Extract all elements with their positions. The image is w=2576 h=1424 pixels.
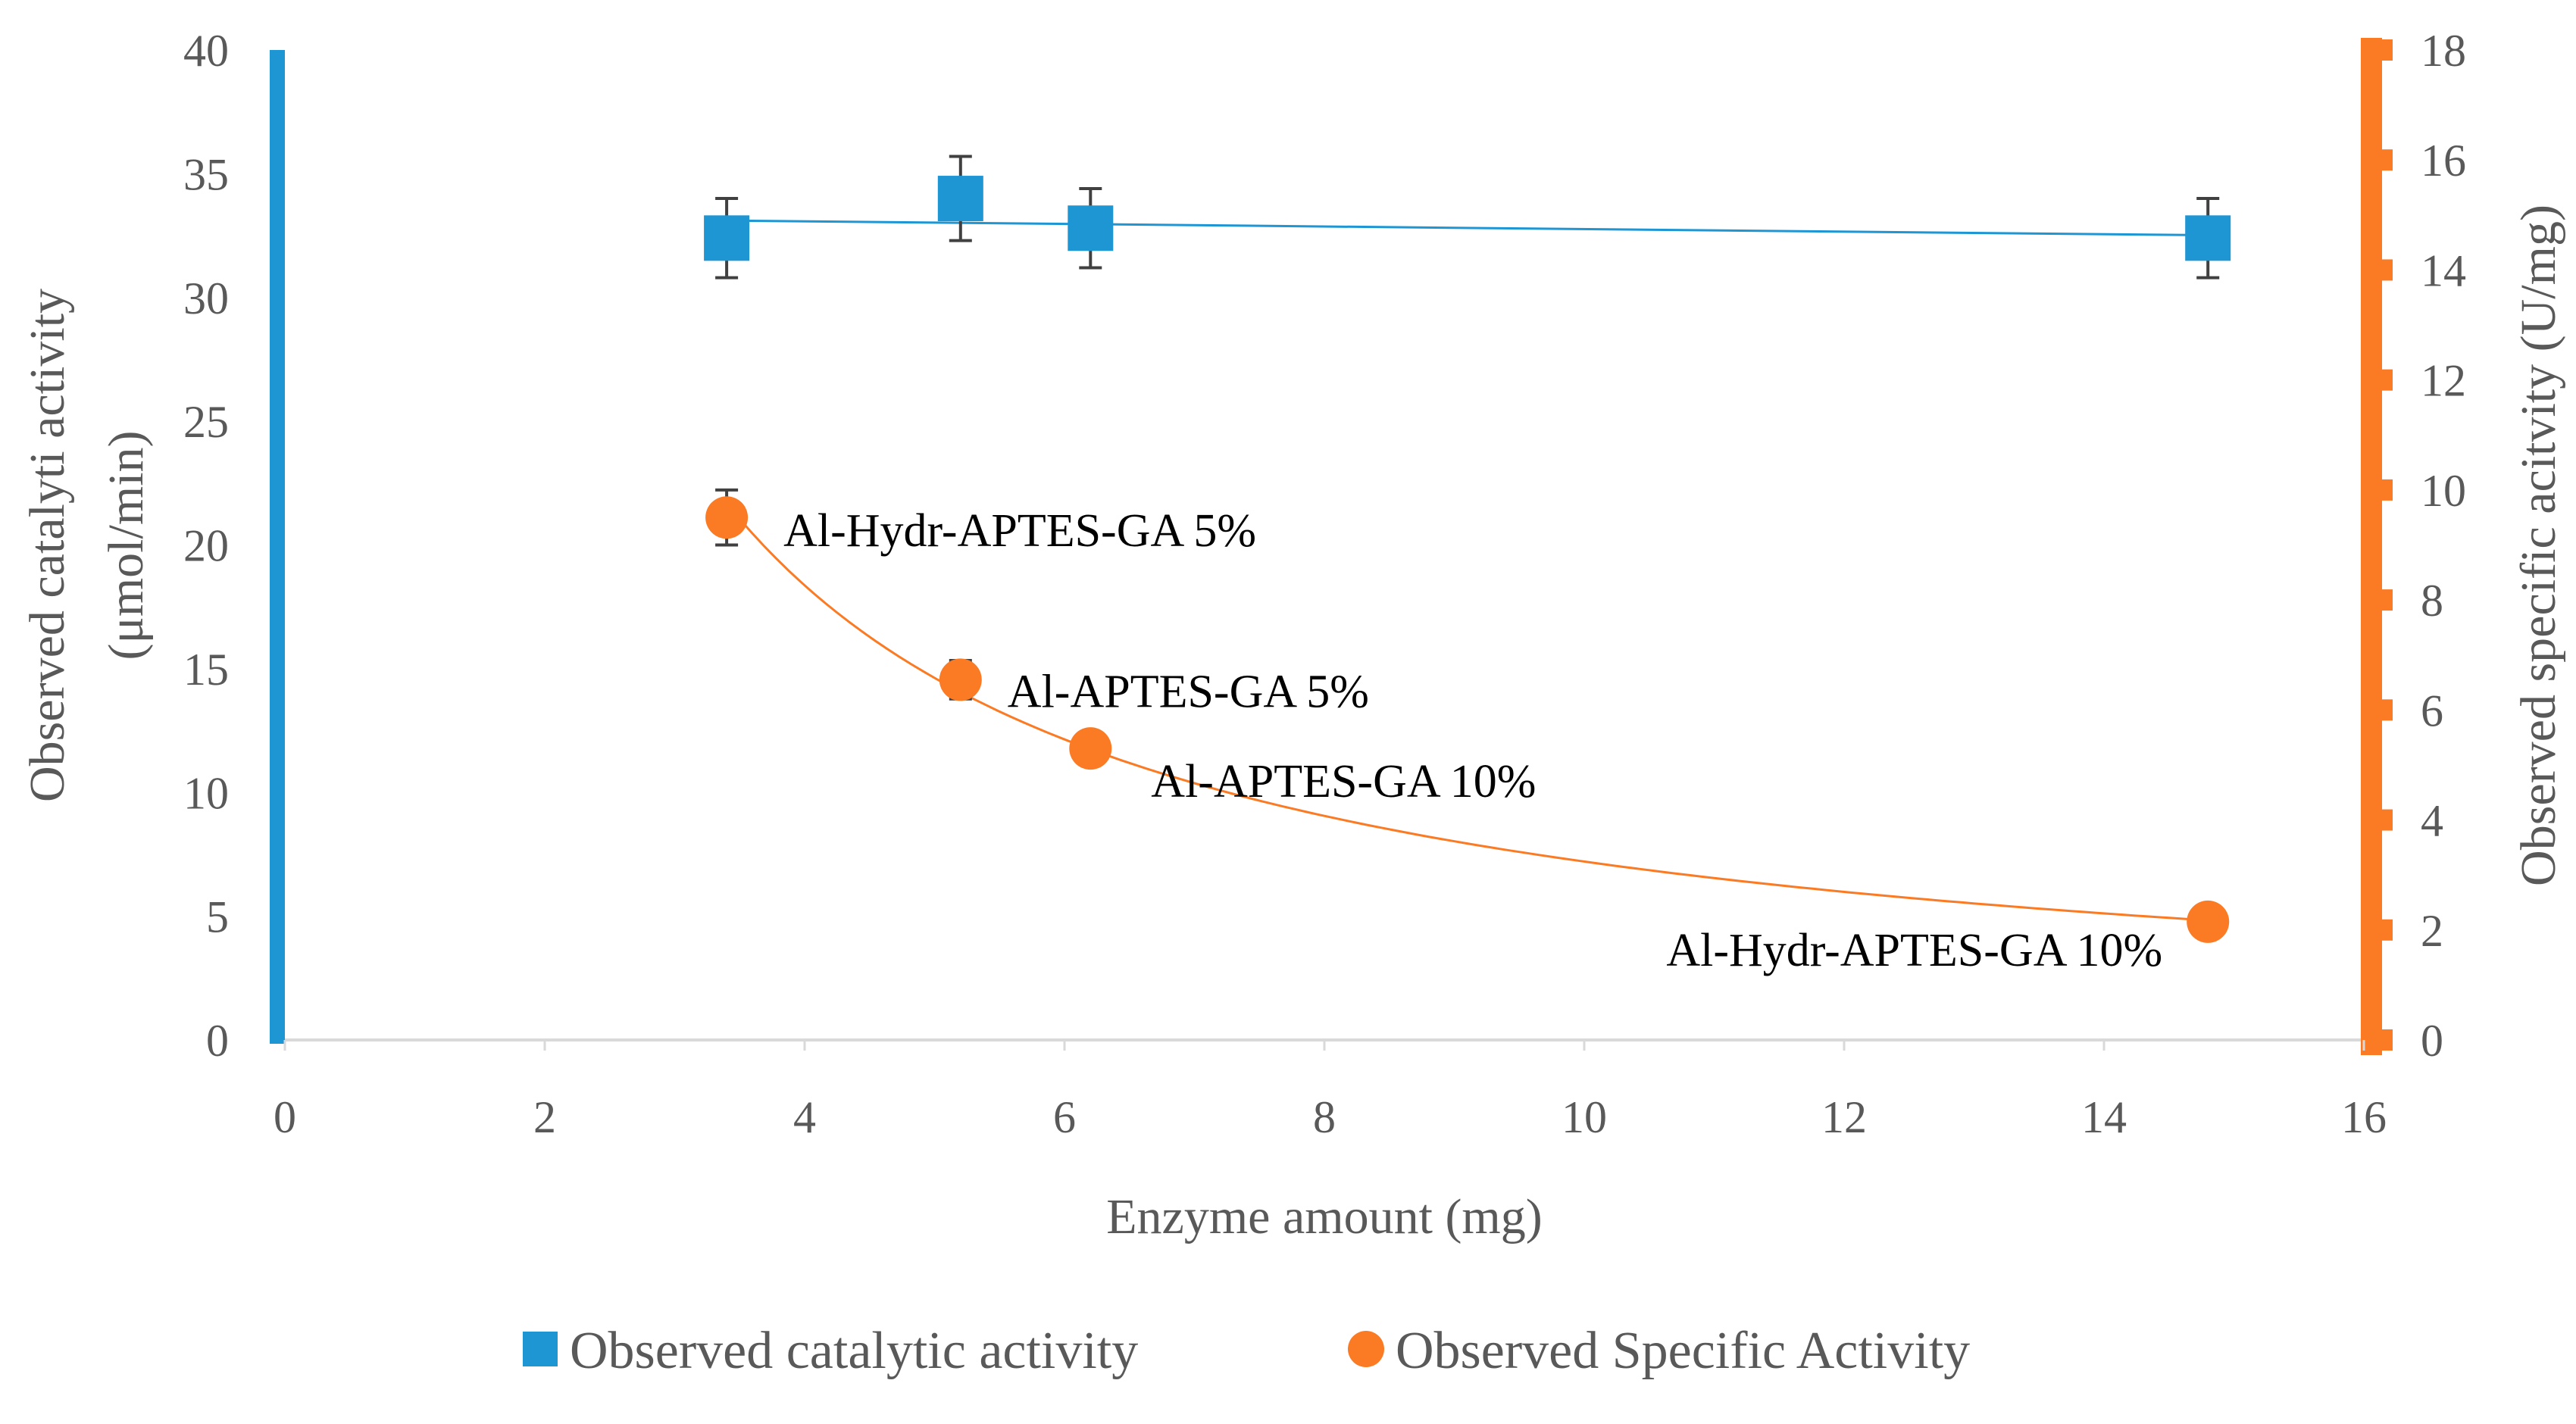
specific-point xyxy=(705,496,749,539)
y-left-axis-title: Observed catalyti activity xyxy=(20,289,75,802)
x-tick-label: 4 xyxy=(793,1092,816,1142)
catalytic-point xyxy=(937,176,983,222)
y-left-tick-label: 5 xyxy=(206,892,229,942)
y-right-tick-mark xyxy=(2379,1029,2393,1051)
x-tick-label: 0 xyxy=(274,1092,296,1142)
x-tick-label: 8 xyxy=(1313,1092,1336,1142)
y-right-tick-label: 8 xyxy=(2421,576,2443,626)
y-left-axis-title-unit: (μmol/min) xyxy=(98,430,154,660)
y-right-tick-label: 4 xyxy=(2421,796,2443,846)
y-right-axis-title: Observed specific acitvity (U/mg) xyxy=(2511,205,2566,886)
legend-specific-label: Observed Specific Activity xyxy=(1396,1322,1970,1380)
y-right-tick-mark xyxy=(2379,479,2393,501)
y-left-tick-label: 10 xyxy=(183,768,229,818)
specific-point xyxy=(1069,727,1112,770)
y-right-tick-mark xyxy=(2379,589,2393,611)
x-tick-label: 2 xyxy=(533,1092,556,1142)
y-right-tick-label: 16 xyxy=(2421,136,2466,186)
y-right-tick-mark xyxy=(2379,919,2393,941)
legend-specific-marker xyxy=(1348,1331,1384,1367)
y-right-tick-mark xyxy=(2379,809,2393,831)
y-left-tick-label: 25 xyxy=(183,397,229,447)
x-tick-label: 10 xyxy=(1562,1092,1607,1142)
y-right-tick-label: 0 xyxy=(2421,1016,2443,1066)
y-left-tick-label: 30 xyxy=(183,273,229,323)
point-label: Al-Hydr-APTES-GA 5% xyxy=(783,505,1256,557)
legend-catalytic-marker xyxy=(523,1332,558,1366)
y-right-tick-label: 14 xyxy=(2421,245,2466,295)
specific-point xyxy=(939,658,982,701)
x-tick-label: 6 xyxy=(1053,1092,1076,1142)
y-left-tick-label: 0 xyxy=(206,1016,229,1066)
y-right-tick-label: 12 xyxy=(2421,356,2466,406)
y-left-tick-label: 15 xyxy=(183,645,229,695)
catalytic-point xyxy=(2185,215,2231,261)
catalytic-point xyxy=(1068,205,1114,251)
legend-catalytic-label: Observed catalytic activity xyxy=(570,1322,1138,1380)
x-axis-title: Enzyme amount (mg) xyxy=(1106,1189,1543,1244)
specific-point xyxy=(2187,900,2230,943)
left-y-axis-line xyxy=(270,50,285,1044)
specific-trendline xyxy=(725,502,2209,922)
right-y-axis-line xyxy=(2361,38,2382,1055)
catalytic-trendline xyxy=(727,219,2209,237)
x-tick-label: 12 xyxy=(1821,1092,1867,1142)
y-left-tick-label: 35 xyxy=(183,149,229,199)
y-right-tick-label: 10 xyxy=(2421,466,2466,516)
y-left-tick-label: 40 xyxy=(183,26,229,76)
y-left-tick-label: 20 xyxy=(183,521,229,571)
point-label: Al-APTES-GA 5% xyxy=(1008,666,1369,717)
point-label: Al-Hydr-APTES-GA 10% xyxy=(1666,925,2162,976)
y-right-tick-label: 6 xyxy=(2421,685,2443,735)
y-right-tick-mark xyxy=(2379,259,2393,281)
x-tick-label: 14 xyxy=(2081,1092,2127,1142)
y-right-tick-label: 18 xyxy=(2421,26,2466,76)
y-right-tick-mark xyxy=(2379,699,2393,721)
y-right-tick-mark xyxy=(2379,369,2393,391)
catalytic-point xyxy=(704,215,750,261)
y-right-tick-mark xyxy=(2379,149,2393,171)
y-right-tick-mark xyxy=(2379,39,2393,61)
y-right-tick-label: 2 xyxy=(2421,906,2443,956)
point-label: Al-APTES-GA 10% xyxy=(1151,756,1536,807)
x-tick-label: 16 xyxy=(2341,1092,2387,1142)
